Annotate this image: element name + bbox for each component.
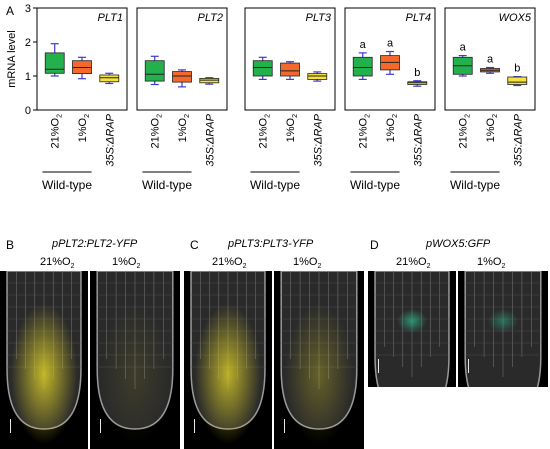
root-illustration bbox=[374, 271, 450, 387]
group-label: Wild-type bbox=[450, 178, 500, 192]
significance-letter: a bbox=[460, 42, 467, 54]
category-label: 1%O2 bbox=[177, 114, 191, 142]
group-label: Wild-type bbox=[142, 178, 192, 192]
scale-bar bbox=[194, 419, 195, 433]
group-label: Wild-type bbox=[350, 178, 400, 192]
category-label: 21%O2 bbox=[458, 114, 472, 149]
significance-letter: b bbox=[414, 67, 420, 79]
gene-label: PLT1 bbox=[98, 12, 123, 24]
fluorescence-signal bbox=[284, 304, 354, 444]
panel-b-letter: B bbox=[6, 238, 15, 252]
panel-frame bbox=[244, 7, 336, 111]
panel-c-letter: C bbox=[190, 238, 199, 252]
panel-d-condition-1: 21%O2 bbox=[396, 256, 431, 271]
panel-a-letter: A bbox=[6, 4, 15, 18]
box bbox=[99, 74, 120, 83]
panel-d-condition-2: 1%O2 bbox=[477, 256, 506, 271]
y-tick-label: 2 bbox=[25, 37, 31, 49]
significance-letter: b bbox=[514, 63, 520, 75]
category-label: 21%O2 bbox=[258, 114, 272, 149]
root-illustration bbox=[464, 271, 542, 387]
micrograph-c-1pct bbox=[274, 271, 364, 449]
box bbox=[507, 76, 528, 85]
gene-label: PLT4 bbox=[406, 12, 431, 24]
panel-d-title: pWOX5:GFP bbox=[426, 238, 491, 250]
category-label: 1%O2 bbox=[485, 114, 499, 142]
box bbox=[44, 52, 65, 74]
box bbox=[172, 71, 192, 83]
gene-label: PLT2 bbox=[198, 12, 223, 24]
box bbox=[307, 73, 328, 80]
micrograph-d-1pct bbox=[458, 271, 548, 387]
category-label: 1%O2 bbox=[285, 114, 299, 142]
y-axis-label: mRNA level bbox=[6, 30, 18, 87]
root-illustration bbox=[96, 271, 174, 444]
category-label: 35S:ΔRAP bbox=[412, 113, 424, 166]
scale-bar bbox=[378, 359, 379, 373]
category-label: 35S:ΔRAP bbox=[204, 113, 216, 166]
y-tick-label: 0 bbox=[25, 105, 31, 117]
gene-label: WOX5 bbox=[499, 12, 532, 24]
panel-b-title: pPLT2:PLT2-YFP bbox=[52, 238, 138, 250]
scale-bar bbox=[468, 359, 469, 373]
category-label: 35S:ΔRAP bbox=[312, 113, 324, 166]
fluorescence-signal bbox=[194, 304, 262, 444]
panel-c-title: pPLT3:PLT3-YFP bbox=[228, 238, 314, 250]
box bbox=[352, 56, 373, 77]
box bbox=[252, 60, 273, 77]
panel-frame bbox=[444, 7, 536, 111]
group-label: Wild-type bbox=[250, 178, 300, 192]
significance-letter: a bbox=[487, 54, 494, 66]
significance-letter: a bbox=[360, 39, 367, 51]
y-tick-label: 1 bbox=[25, 71, 31, 83]
category-label: 35S:ΔRAP bbox=[104, 113, 116, 166]
fluorescence-signal bbox=[487, 309, 519, 333]
panel-frame bbox=[36, 7, 128, 111]
fluorescence-signal bbox=[397, 309, 427, 333]
panel-b-condition-1: 21%O2 bbox=[40, 256, 75, 271]
scale-bar bbox=[100, 419, 101, 433]
group-label: Wild-type bbox=[42, 178, 92, 192]
category-label: 21%O2 bbox=[150, 114, 164, 149]
micrograph-b-1pct bbox=[90, 271, 180, 449]
panel-d-letter: D bbox=[370, 238, 379, 252]
fluorescence-signal bbox=[10, 304, 78, 444]
root-illustration bbox=[280, 271, 358, 444]
box-plot-chart: mRNA level 0 1 2 3 PLT1 21%O2 1%O2 35S:ΔRAP Wild-… bbox=[6, 3, 536, 192]
box bbox=[199, 77, 220, 84]
category-label: 35S:ΔRAP bbox=[512, 113, 524, 166]
micrograph-d-21pct bbox=[368, 271, 456, 387]
category-label: 21%O2 bbox=[50, 114, 64, 149]
category-label: 1%O2 bbox=[385, 114, 399, 142]
panel-frame bbox=[344, 7, 436, 111]
panel-frame bbox=[136, 7, 228, 111]
root-illustration bbox=[6, 271, 82, 444]
significance-letter: a bbox=[387, 38, 394, 50]
category-label: 21%O2 bbox=[358, 114, 372, 149]
micrograph-b-21pct bbox=[0, 271, 88, 449]
micrograph-c-21pct bbox=[184, 271, 272, 449]
scale-bar bbox=[284, 419, 285, 433]
y-tick-label: 3 bbox=[25, 3, 31, 15]
box bbox=[280, 62, 300, 77]
fluorescence-signal bbox=[100, 304, 170, 444]
panel-c-condition-1: 21%O2 bbox=[212, 256, 247, 271]
panel-b-condition-2: 1%O2 bbox=[112, 256, 141, 271]
category-label: 1%O2 bbox=[77, 114, 91, 142]
gene-label: PLT3 bbox=[306, 12, 332, 24]
box bbox=[144, 60, 165, 82]
root-illustration bbox=[190, 271, 266, 444]
panel-c-condition-2: 1%O2 bbox=[293, 256, 322, 271]
scale-bar bbox=[10, 419, 11, 433]
